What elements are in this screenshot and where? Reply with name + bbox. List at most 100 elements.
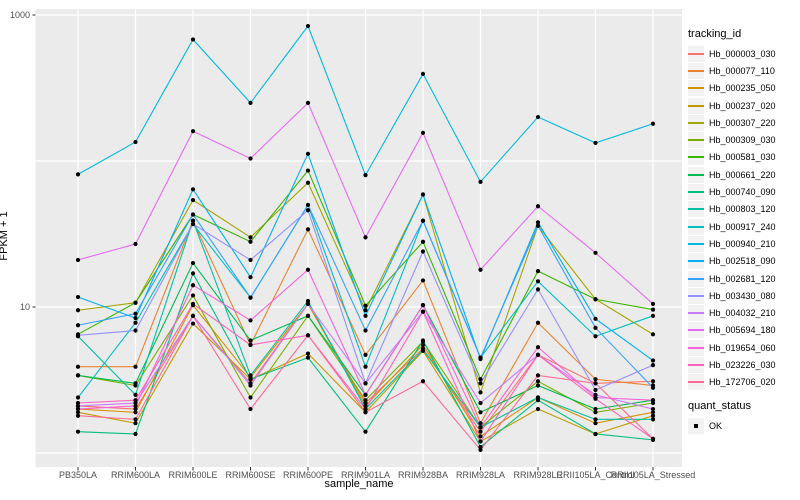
y-tick-label: 1000 bbox=[9, 10, 30, 20]
data-point bbox=[363, 398, 368, 403]
data-point bbox=[478, 179, 483, 184]
data-point bbox=[535, 269, 541, 274]
data-point bbox=[363, 429, 368, 434]
legend-point-icon bbox=[694, 423, 698, 428]
data-point bbox=[363, 313, 368, 318]
data-point bbox=[133, 431, 138, 437]
data-point bbox=[535, 395, 541, 400]
x-tick-label: RRIM600LA bbox=[110, 470, 161, 480]
legend-item-label: Hb_000661_220 bbox=[709, 169, 776, 180]
data-point bbox=[190, 197, 196, 203]
legend-item: Hb_172706_020 bbox=[688, 374, 800, 391]
data-point bbox=[535, 373, 541, 378]
data-point bbox=[478, 381, 483, 386]
data-point bbox=[190, 313, 196, 318]
data-point bbox=[305, 301, 311, 307]
data-point bbox=[420, 130, 426, 135]
legend-color-line-icon bbox=[688, 139, 704, 142]
legend-item: Hb_000237_020 bbox=[688, 97, 800, 114]
legend-color-line-icon bbox=[688, 294, 704, 297]
data-point bbox=[535, 287, 541, 292]
legend-item-label: Hb_002518_090 bbox=[709, 256, 776, 267]
data-point bbox=[75, 373, 81, 378]
data-point bbox=[75, 364, 81, 369]
data-point bbox=[593, 417, 598, 422]
legend-item: Hb_003430_080 bbox=[688, 287, 800, 304]
data-point bbox=[363, 406, 368, 412]
data-point bbox=[363, 403, 368, 409]
legend-item: Hb_000235_050 bbox=[688, 80, 800, 97]
legend-item-label: Hb_004032_210 bbox=[709, 308, 776, 319]
legend-item: Hb_000003_030 bbox=[688, 45, 800, 62]
data-point bbox=[305, 333, 311, 338]
data-point bbox=[535, 204, 541, 209]
legend-key bbox=[688, 322, 704, 339]
legend-color-line-icon bbox=[688, 121, 704, 124]
data-point bbox=[420, 192, 426, 197]
data-point bbox=[363, 235, 368, 240]
legend-color-line-icon bbox=[688, 363, 704, 366]
legend-item-label: OK bbox=[709, 420, 723, 431]
data-point bbox=[593, 406, 598, 412]
data-point bbox=[650, 379, 656, 384]
data-point bbox=[133, 364, 138, 369]
legend-color-line-icon bbox=[688, 225, 704, 228]
data-point bbox=[420, 218, 426, 223]
legend-item: Hb_000661_220 bbox=[688, 166, 800, 183]
data-point bbox=[305, 100, 311, 106]
data-point bbox=[535, 223, 541, 228]
legend-item-label: Hb_000235_050 bbox=[709, 83, 776, 94]
data-point bbox=[593, 316, 598, 321]
data-point bbox=[363, 381, 368, 386]
data-point bbox=[305, 208, 311, 213]
data-point bbox=[190, 212, 196, 217]
data-point bbox=[133, 139, 138, 145]
data-point bbox=[650, 410, 656, 415]
legend-item: Hb_019654_060 bbox=[688, 339, 800, 356]
data-point bbox=[133, 392, 138, 398]
legend-key bbox=[688, 114, 704, 131]
data-point bbox=[650, 121, 656, 126]
data-point bbox=[75, 406, 81, 412]
legend-item: Hb_000803_120 bbox=[688, 201, 800, 218]
data-point bbox=[190, 301, 196, 307]
plot-panel bbox=[35, 9, 682, 467]
legend-item-label: Hb_000581_030 bbox=[709, 152, 776, 163]
data-point bbox=[535, 279, 541, 284]
legend-item: Hb_000917_240 bbox=[688, 218, 800, 235]
legend-item-label: Hb_003430_080 bbox=[709, 290, 776, 301]
data-point bbox=[593, 250, 598, 255]
legend-color-line-icon bbox=[688, 329, 704, 332]
legend-key bbox=[688, 356, 704, 373]
legend-key bbox=[688, 132, 704, 149]
data-point bbox=[593, 387, 598, 393]
data-point bbox=[305, 298, 311, 304]
data-point bbox=[420, 309, 426, 314]
x-tick-label: PB350LA bbox=[58, 470, 98, 480]
legend-key bbox=[688, 287, 704, 304]
legend-color-line-icon bbox=[688, 156, 704, 159]
legend-color-line-icon bbox=[688, 260, 704, 263]
x-tick-label: RRII105LA_Stressed bbox=[610, 470, 696, 480]
legend-quant-items: OK bbox=[688, 417, 800, 434]
data-point bbox=[593, 334, 598, 339]
data-point bbox=[305, 168, 311, 173]
legend-color-line-icon bbox=[688, 87, 704, 90]
legend-key bbox=[688, 80, 704, 97]
data-point bbox=[363, 173, 368, 178]
legend-item-label: Hb_000940_210 bbox=[709, 238, 776, 249]
data-point bbox=[478, 434, 483, 439]
data-point bbox=[650, 301, 656, 307]
data-point bbox=[305, 180, 311, 185]
data-point bbox=[478, 429, 483, 434]
x-tick-label: RRIM600PE bbox=[282, 470, 334, 480]
legend-color-line-icon bbox=[688, 242, 704, 245]
data-point bbox=[420, 278, 426, 283]
data-point bbox=[478, 400, 483, 406]
data-point bbox=[248, 395, 253, 400]
data-point bbox=[248, 318, 253, 323]
data-point bbox=[593, 381, 598, 386]
legend-item: Hb_000581_030 bbox=[688, 149, 800, 166]
